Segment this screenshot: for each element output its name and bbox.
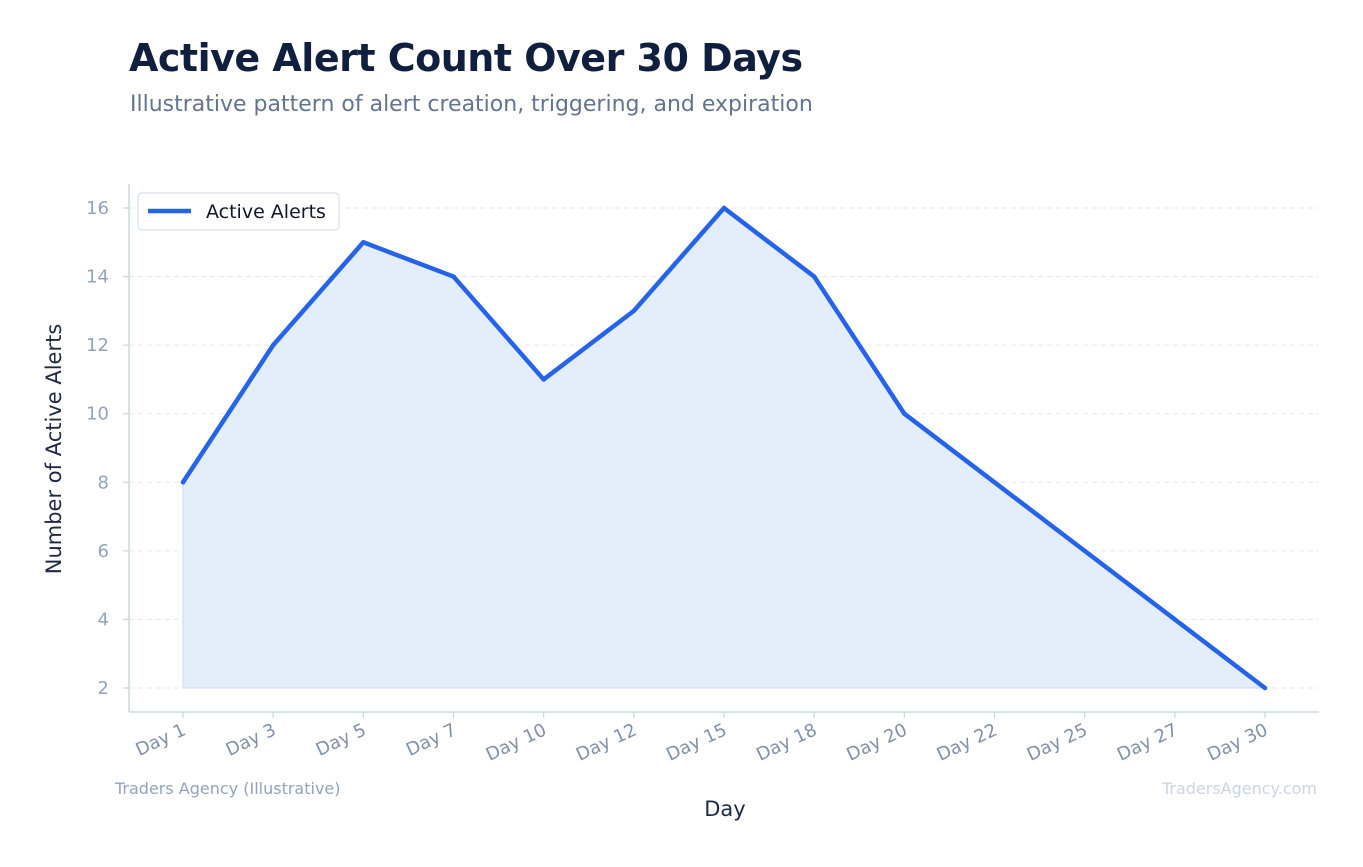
data-point (902, 411, 907, 416)
x-tick-label: Day 25 (1024, 719, 1091, 765)
x-tick-label: Day 1 (132, 719, 189, 760)
x-tick-label: Day 5 (313, 719, 370, 760)
x-tick-label: Day 20 (843, 719, 910, 765)
y-tick-label: 4 (98, 609, 109, 630)
data-point (721, 205, 727, 211)
y-tick-label: 14 (86, 267, 109, 288)
data-point (1172, 617, 1178, 622)
x-tick-label: Day 10 (483, 719, 550, 765)
y-axis-label: Number of Active Alerts (42, 324, 66, 575)
legend: Active Alerts (137, 192, 340, 231)
data-point (180, 480, 186, 485)
x-tick-label: Day 22 (934, 719, 1001, 765)
x-tick-label: Day 15 (663, 719, 730, 765)
y-tick-label: 16 (86, 198, 109, 219)
y-tick-label: 2 (98, 678, 109, 699)
x-tick-label: Day 3 (223, 719, 280, 760)
y-tick-label: 10 (86, 404, 109, 425)
x-tick-label: Day 30 (1204, 719, 1271, 765)
x-tick-label: Day 12 (573, 719, 640, 765)
legend-label: Active Alerts (206, 201, 326, 223)
x-tick-label: Day 7 (403, 719, 460, 760)
data-point (541, 377, 546, 382)
y-tick-label: 6 (98, 541, 109, 562)
area-fill (182, 207, 1267, 689)
data-point (1262, 685, 1268, 691)
legend-box (137, 192, 340, 231)
source-note: Traders Agency (Illustrative) (115, 779, 341, 798)
data-point (1082, 548, 1087, 554)
y-tick-label: 12 (86, 335, 109, 356)
chart-subtitle: Illustrative pattern of alert creation, … (130, 92, 813, 117)
data-point (451, 274, 456, 279)
data-point (361, 240, 366, 245)
watermark: TradersAgency.com (1161, 779, 1317, 798)
data-point (992, 480, 997, 485)
chart-title: Active Alert Count Over 30 Days (129, 36, 803, 80)
y-tick-label: 8 (98, 472, 109, 493)
data-point (631, 308, 637, 314)
data-point (270, 342, 276, 348)
x-tick-label: Day 18 (753, 719, 820, 765)
x-axis-label: Day (704, 797, 745, 821)
x-tick-label: Day 27 (1114, 719, 1181, 765)
data-point (811, 274, 817, 279)
